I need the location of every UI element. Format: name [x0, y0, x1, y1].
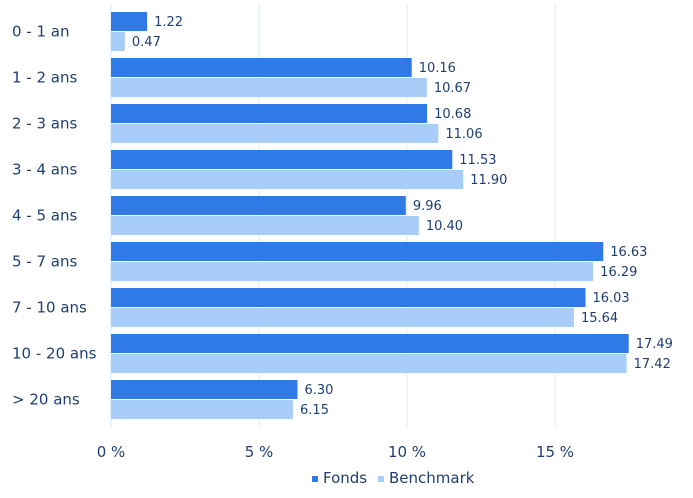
bar-fonds: [111, 196, 406, 215]
legend-label: Fonds: [323, 469, 367, 487]
bar-benchmark: [111, 124, 439, 143]
value-label: 16.63: [610, 245, 647, 260]
x-tick-label: 10 %: [388, 443, 426, 461]
bar-fonds: [111, 104, 428, 123]
x-tick-label: 5 %: [245, 443, 274, 461]
bars: [111, 12, 629, 419]
x-tick-label: 0 %: [97, 443, 126, 461]
bar-fonds: [111, 380, 298, 399]
category-label: 7 - 10 ans: [12, 299, 87, 317]
value-labels: 1.22 0.47 10.16 10.67 10.68 11.06 11.53 11.90 9.…: [132, 15, 673, 418]
bar-benchmark: [111, 216, 419, 235]
category-label: 3 - 4 ans: [12, 161, 78, 179]
legend-label: Benchmark: [389, 469, 475, 487]
value-label: 16.03: [592, 291, 629, 306]
bar-benchmark: [111, 400, 294, 419]
category-label: 1 - 2 ans: [12, 69, 78, 87]
bar-benchmark: [111, 308, 574, 327]
legend-swatch: [312, 476, 318, 482]
value-label: 6.15: [300, 403, 329, 418]
category-label: 10 - 20 ans: [12, 345, 97, 363]
value-label: 11.53: [459, 153, 496, 168]
value-label: 9.96: [413, 199, 442, 214]
category-label: 0 - 1 an: [12, 23, 70, 41]
category-label: > 20 ans: [12, 391, 80, 409]
value-label: 6.30: [304, 383, 333, 398]
bar-fonds: [111, 242, 604, 261]
value-label: 11.06: [445, 127, 482, 142]
category-label: 2 - 3 ans: [12, 115, 78, 133]
bar-benchmark: [111, 78, 427, 97]
bar-fonds: [111, 58, 412, 77]
category-label: 5 - 7 ans: [12, 253, 78, 271]
legend-swatch: [378, 476, 384, 482]
x-tick-label: 15 %: [536, 443, 574, 461]
value-label: 11.90: [470, 173, 507, 188]
value-label: 15.64: [581, 311, 618, 326]
bar-fonds: [111, 334, 629, 353]
category-labels: 0 - 1 an 1 - 2 ans 2 - 3 ans 3 - 4 ans 4 - 5…: [12, 23, 97, 409]
value-label: 17.42: [634, 357, 671, 372]
value-label: 10.67: [434, 81, 471, 96]
bar-benchmark: [111, 354, 627, 373]
value-label: 17.49: [636, 337, 673, 352]
value-label: 10.40: [426, 219, 463, 234]
value-label: 10.68: [434, 107, 471, 122]
bar-benchmark: [111, 170, 464, 189]
value-label: 16.29: [600, 265, 637, 280]
bar-fonds: [111, 12, 148, 31]
value-label: 10.16: [419, 61, 456, 76]
category-label: 4 - 5 ans: [12, 207, 78, 225]
bar-fonds: [111, 288, 586, 307]
bar-benchmark: [111, 262, 594, 281]
value-label: 0.47: [132, 35, 161, 50]
bar-benchmark: [111, 32, 125, 51]
legend: Fonds Benchmark: [312, 469, 475, 487]
value-label: 1.22: [154, 15, 183, 30]
x-axis-ticks: 0 % 5 % 10 % 15 %: [97, 443, 574, 461]
bar-fonds: [111, 150, 453, 169]
